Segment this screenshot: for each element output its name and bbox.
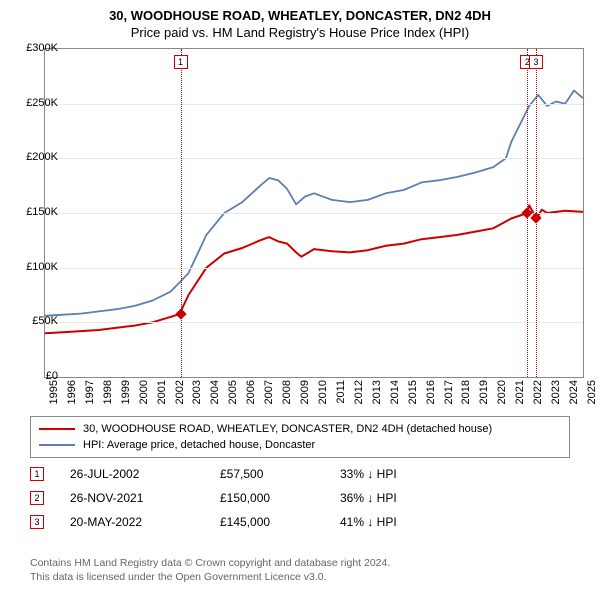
transaction-pct-vs-hpi: 33% ↓ HPI <box>340 467 460 481</box>
legend-label-property: 30, WOODHOUSE ROAD, WHEATLEY, DONCASTER,… <box>83 423 492 435</box>
chart-title-line1: 30, WOODHOUSE ROAD, WHEATLEY, DONCASTER,… <box>0 8 600 25</box>
transaction-date: 26-NOV-2021 <box>70 491 220 505</box>
x-axis-tick-label: 2024 <box>568 380 580 404</box>
transaction-date: 20-MAY-2022 <box>70 515 220 529</box>
footer-line2: This data is licensed under the Open Gov… <box>30 570 390 584</box>
x-axis-tick-label: 2015 <box>407 380 419 404</box>
x-axis-tick-label: 2016 <box>425 380 437 404</box>
x-axis-tick-label: 2001 <box>156 380 168 404</box>
x-axis-tick-label: 2018 <box>460 380 472 404</box>
transaction-pct-vs-hpi: 41% ↓ HPI <box>340 515 460 529</box>
x-axis-tick-label: 2019 <box>478 380 490 404</box>
x-axis-tick-label: 1995 <box>48 380 60 404</box>
transaction-row: 1 26-JUL-2002£57,50033% ↓ HPI <box>30 462 570 486</box>
transaction-price: £57,500 <box>220 467 340 481</box>
legend-item-hpi: HPI: Average price, detached house, Donc… <box>39 437 561 453</box>
event-marker-line <box>181 49 182 377</box>
series-hpi <box>45 91 583 316</box>
chart-title-line2: Price paid vs. HM Land Registry's House … <box>0 25 600 42</box>
y-axis-tick-label: £300K <box>8 42 58 54</box>
x-axis-tick-label: 2009 <box>299 380 311 404</box>
gridline <box>45 322 583 323</box>
x-axis-tick-label: 1996 <box>66 380 78 404</box>
transaction-price: £145,000 <box>220 515 340 529</box>
x-axis-tick-label: 2022 <box>532 380 544 404</box>
legend-swatch-hpi <box>39 444 75 446</box>
x-axis-tick-label: 2020 <box>496 380 508 404</box>
x-axis-tick-label: 2000 <box>138 380 150 404</box>
transaction-marker: 1 <box>30 467 44 481</box>
x-axis-tick-label: 2004 <box>209 380 221 404</box>
legend-label-hpi: HPI: Average price, detached house, Donc… <box>83 439 315 451</box>
chart-container: 30, WOODHOUSE ROAD, WHEATLEY, DONCASTER,… <box>0 0 600 590</box>
gridline <box>45 213 583 214</box>
gridline <box>45 158 583 159</box>
transaction-marker: 3 <box>30 515 44 529</box>
x-axis-tick-label: 2012 <box>353 380 365 404</box>
x-axis-tick-label: 1997 <box>84 380 96 404</box>
x-axis-tick-label: 2005 <box>227 380 239 404</box>
legend-item-property: 30, WOODHOUSE ROAD, WHEATLEY, DONCASTER,… <box>39 421 561 437</box>
x-axis-tick-label: 2013 <box>371 380 383 404</box>
x-axis-tick-label: 2017 <box>443 380 455 404</box>
x-axis-tick-label: 2010 <box>317 380 329 404</box>
legend-swatch-property <box>39 428 75 430</box>
event-marker-box: 3 <box>529 55 543 69</box>
y-axis-tick-label: £250K <box>8 97 58 109</box>
footer-line1: Contains HM Land Registry data © Crown c… <box>30 556 390 570</box>
x-axis-tick-label: 1998 <box>102 380 114 404</box>
x-axis-tick-label: 2014 <box>389 380 401 404</box>
x-axis-tick-label: 2011 <box>335 380 347 404</box>
transaction-row: 2 26-NOV-2021£150,00036% ↓ HPI <box>30 486 570 510</box>
x-axis-tick-label: 2006 <box>245 380 257 404</box>
y-axis-tick-label: £200K <box>8 151 58 163</box>
gridline <box>45 104 583 105</box>
x-axis-tick-label: 2023 <box>550 380 562 404</box>
transaction-date: 26-JUL-2002 <box>70 467 220 481</box>
x-axis-tick-label: 2021 <box>514 380 526 404</box>
x-axis-tick-label: 1999 <box>120 380 132 404</box>
gridline <box>45 268 583 269</box>
title-block: 30, WOODHOUSE ROAD, WHEATLEY, DONCASTER,… <box>0 0 600 42</box>
y-axis-tick-label: £100K <box>8 261 58 273</box>
y-axis-tick-label: £150K <box>8 206 58 218</box>
event-marker-box: 1 <box>174 55 188 69</box>
legend: 30, WOODHOUSE ROAD, WHEATLEY, DONCASTER,… <box>30 416 570 458</box>
x-axis-tick-label: 2002 <box>174 380 186 404</box>
x-axis-tick-label: 2007 <box>263 380 275 404</box>
transaction-price: £150,000 <box>220 491 340 505</box>
transaction-marker: 2 <box>30 491 44 505</box>
transactions-table: 1 26-JUL-2002£57,50033% ↓ HPI 2 26-NOV-2021… <box>30 462 570 534</box>
series-property <box>45 205 583 333</box>
x-axis-tick-label: 2025 <box>586 380 598 404</box>
plot-area: 123 <box>44 48 584 378</box>
y-axis-tick-label: £50K <box>8 315 58 327</box>
footer: Contains HM Land Registry data © Crown c… <box>30 556 390 584</box>
x-axis-tick-label: 2008 <box>281 380 293 404</box>
transaction-pct-vs-hpi: 36% ↓ HPI <box>340 491 460 505</box>
x-axis-tick-label: 2003 <box>191 380 203 404</box>
transaction-row: 3 20-MAY-2022£145,00041% ↓ HPI <box>30 510 570 534</box>
